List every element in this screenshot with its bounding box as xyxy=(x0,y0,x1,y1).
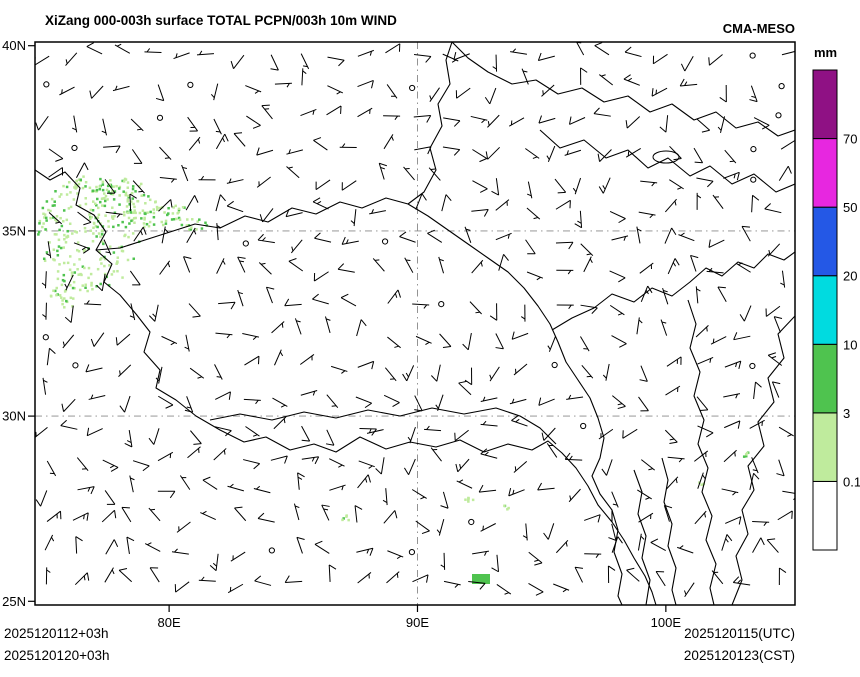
colorbar-segment xyxy=(812,480,838,551)
footer-init-utc: 2025120112+03h xyxy=(4,626,109,641)
sichuan-basin-border xyxy=(731,315,795,605)
footer-valid-cst: 2025120123(CST) xyxy=(683,648,795,663)
colorbar-level-label: 3 xyxy=(843,406,850,421)
y-tick-label: 40N xyxy=(2,38,26,53)
river-3 xyxy=(661,457,677,605)
precipitation-layer xyxy=(37,175,750,584)
sichuan-yunnan-border xyxy=(687,299,717,605)
page-title: XiZang 000-003h surface TOTAL PCPN/003h … xyxy=(45,13,397,28)
colorbar-units-label: mm xyxy=(814,45,837,60)
y-tick-label: 25N xyxy=(2,594,26,609)
wind-barbs-layer xyxy=(35,42,795,598)
model-label: CMA-MESO xyxy=(722,21,795,36)
colorbar-level-label: 10 xyxy=(843,337,857,352)
colorbar-level-label: 0.1 xyxy=(843,474,860,489)
colorbar-segment xyxy=(812,343,838,414)
y-tick-label: 30N xyxy=(2,409,26,424)
footer-valid-utc: 2025120115(UTC) xyxy=(684,626,795,641)
colorbar-segment xyxy=(812,275,838,345)
yarlung-river xyxy=(209,407,557,445)
xizang-north-border xyxy=(95,42,453,251)
gansu-border xyxy=(539,129,795,193)
axes-frame-layer: 80E 90E 100E 25N 30N 35N 40N xyxy=(2,38,796,630)
x-tick-label: 100E xyxy=(651,615,682,630)
y-tick-label: 35N xyxy=(2,223,26,238)
boundaries-layer xyxy=(35,42,795,605)
colorbar-level-label: 20 xyxy=(843,269,857,284)
gridlines-layer xyxy=(35,42,795,605)
colorbar-segment xyxy=(812,206,838,277)
river-2 xyxy=(633,469,651,605)
qinghai-north-border xyxy=(451,42,795,137)
xizang-east-border xyxy=(407,203,613,522)
plot-border xyxy=(34,41,796,606)
river-1 xyxy=(611,509,623,605)
x-tick-label: 80E xyxy=(158,615,181,630)
colorbar-segment xyxy=(812,138,838,208)
footer-init-cst: 2025120120+03h xyxy=(4,648,110,663)
colorbar: 0.1 3 10 20 50 70 mm xyxy=(812,45,860,551)
colorbar-level-label: 70 xyxy=(843,132,857,147)
qinghai-sichuan-border xyxy=(551,251,795,331)
colorbar-segment xyxy=(812,412,838,482)
colorbar-level-label: 50 xyxy=(843,200,857,215)
lake-outline xyxy=(652,150,680,164)
x-tick-label: 90E xyxy=(406,615,429,630)
colorbar-segment xyxy=(812,69,838,140)
national-border-west-south xyxy=(35,169,657,605)
